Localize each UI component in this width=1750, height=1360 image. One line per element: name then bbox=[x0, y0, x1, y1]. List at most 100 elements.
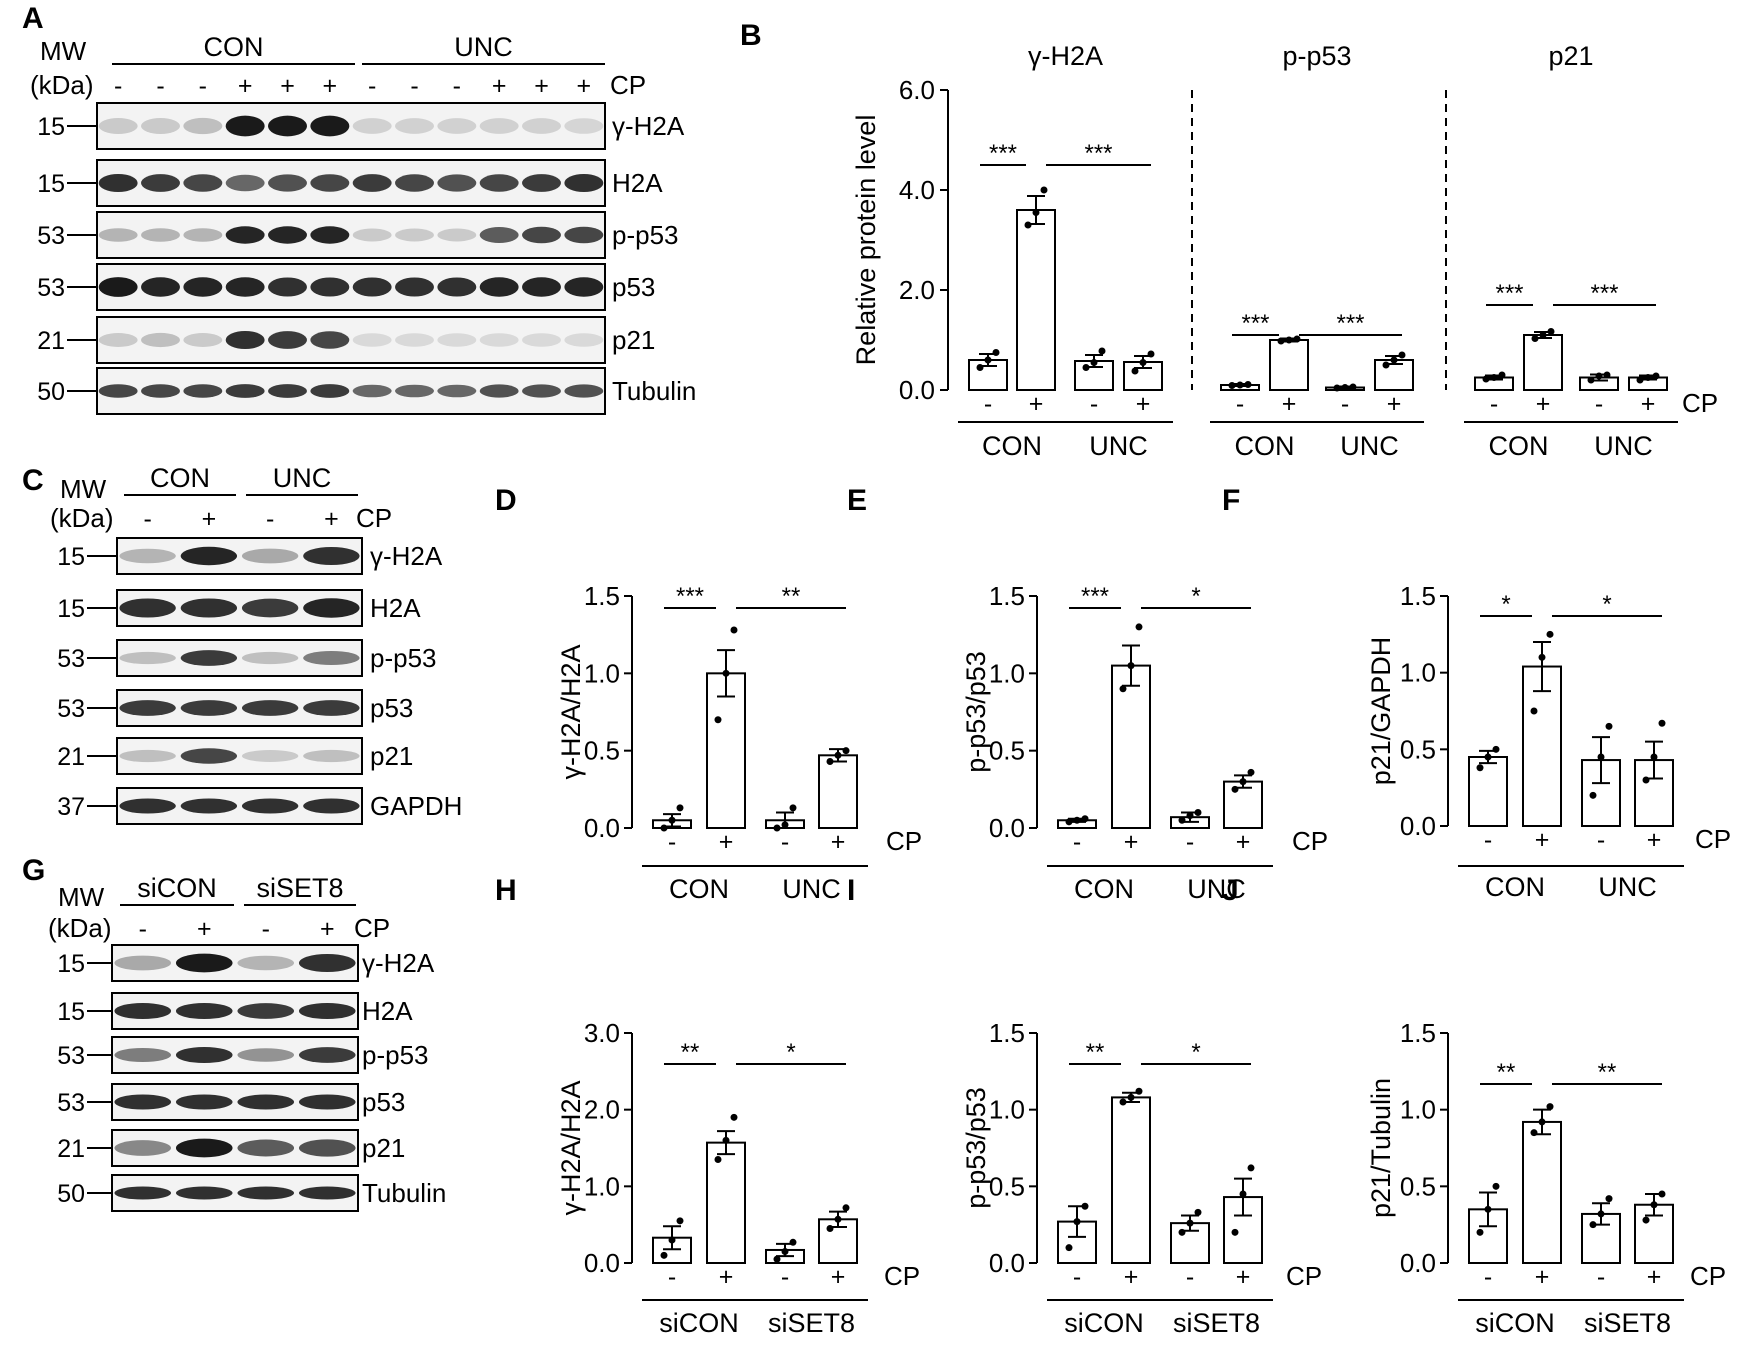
band bbox=[268, 331, 307, 349]
band bbox=[303, 798, 360, 814]
cp-sign: - bbox=[1186, 1263, 1194, 1291]
data-point bbox=[1484, 753, 1492, 761]
data-point bbox=[1390, 356, 1398, 364]
protein-label: Tubulin bbox=[362, 1178, 446, 1208]
band bbox=[437, 277, 477, 297]
significance-label: ** bbox=[1598, 1059, 1617, 1086]
cp-sign: - bbox=[139, 915, 147, 943]
band bbox=[268, 384, 307, 398]
cp-sign: + bbox=[1236, 828, 1251, 856]
group-label: CON bbox=[982, 431, 1042, 461]
cp-sign: - bbox=[156, 72, 164, 100]
band bbox=[183, 333, 223, 347]
subplot: γ-H2A *** *** - + - + CON UNC bbox=[958, 41, 1173, 461]
band bbox=[225, 330, 265, 350]
cp-sign: + bbox=[492, 72, 507, 100]
band bbox=[241, 750, 299, 762]
bar bbox=[706, 1141, 746, 1264]
band bbox=[522, 384, 561, 398]
band bbox=[564, 384, 604, 398]
cp-sign: + bbox=[1535, 1263, 1550, 1291]
data-point bbox=[1498, 371, 1506, 379]
data-point bbox=[1538, 1118, 1546, 1126]
significance-label: *** bbox=[989, 140, 1017, 167]
band bbox=[310, 277, 350, 297]
y-tick-label: 2.0 bbox=[584, 1095, 620, 1125]
cp-sign: - bbox=[1595, 390, 1603, 418]
bar bbox=[1111, 1096, 1151, 1265]
band bbox=[479, 277, 519, 297]
data-point bbox=[1081, 815, 1089, 823]
blot-box bbox=[96, 102, 606, 150]
protein-label: p-p53 bbox=[362, 1040, 429, 1070]
panel-label-D: D bbox=[495, 484, 517, 517]
cp-sign: + bbox=[1647, 1263, 1662, 1291]
bar bbox=[818, 754, 858, 829]
data-point bbox=[1531, 335, 1539, 342]
band bbox=[119, 798, 176, 814]
data-point bbox=[1476, 764, 1484, 772]
protein-label: γ-H2A bbox=[612, 111, 685, 141]
cp-label: CP bbox=[356, 503, 392, 533]
cp-sign: + bbox=[1536, 390, 1551, 418]
protein-label: p-p53 bbox=[370, 643, 437, 673]
data-point bbox=[1658, 1190, 1666, 1198]
data-point bbox=[773, 1255, 781, 1263]
blot-box bbox=[96, 159, 606, 207]
y-tick-label: 0.0 bbox=[584, 813, 620, 843]
group-label: siCON bbox=[1475, 1308, 1555, 1338]
protein-label: γ-H2A bbox=[362, 948, 435, 978]
cp-sign: - bbox=[1490, 390, 1498, 418]
band bbox=[479, 384, 519, 398]
data-point bbox=[1127, 662, 1135, 670]
cp-sign: - bbox=[1484, 826, 1492, 854]
data-point bbox=[1135, 623, 1143, 631]
band bbox=[183, 228, 223, 242]
y-axis-label: p21/Tubulin bbox=[1366, 1078, 1396, 1218]
y-axis-label: γ-H2A/H2A bbox=[556, 1080, 586, 1215]
mw-value: 53 bbox=[57, 645, 85, 673]
data-point bbox=[1587, 376, 1595, 384]
band bbox=[180, 700, 238, 716]
band bbox=[352, 333, 392, 347]
cp-sign: - bbox=[668, 1263, 676, 1291]
data-point bbox=[1652, 372, 1660, 380]
data-point bbox=[660, 1251, 668, 1259]
data-point bbox=[1247, 768, 1255, 776]
cp-label: CP bbox=[884, 1261, 920, 1291]
mw-value: 53 bbox=[37, 222, 65, 250]
blot-box bbox=[111, 1174, 359, 1212]
band bbox=[395, 174, 434, 192]
group-label: UNC bbox=[273, 463, 332, 493]
subplot-title: γ-H2A bbox=[1028, 41, 1103, 71]
data-point bbox=[1073, 1218, 1081, 1226]
y-axis-label: p-p53/p53 bbox=[961, 1087, 991, 1209]
significance-label: *** bbox=[1081, 583, 1109, 610]
data-point bbox=[1082, 364, 1090, 371]
band bbox=[479, 118, 519, 134]
subplot-title: p-p53 bbox=[1282, 41, 1351, 71]
data-point bbox=[1194, 809, 1202, 817]
band bbox=[479, 227, 519, 243]
cp-sign: + bbox=[1387, 390, 1402, 418]
band bbox=[298, 1186, 356, 1200]
protein-label: H2A bbox=[612, 168, 663, 198]
group-label: UNC bbox=[1598, 872, 1657, 902]
y-tick-label: 0.0 bbox=[584, 1248, 620, 1278]
band bbox=[310, 174, 350, 192]
data-point bbox=[834, 1215, 842, 1223]
cp-sign: - bbox=[199, 72, 207, 100]
data-point bbox=[1484, 1205, 1492, 1213]
cp-sign: + bbox=[320, 915, 335, 943]
data-point bbox=[1644, 374, 1652, 381]
band bbox=[183, 384, 223, 398]
band bbox=[303, 598, 360, 618]
cp-sign: - bbox=[668, 828, 676, 856]
data-point bbox=[1178, 1228, 1186, 1236]
data-point bbox=[1139, 359, 1147, 366]
data-point bbox=[722, 1136, 730, 1144]
chart-panel-H: 0.01.02.03.0** *- + - +siCON siSET8γ-H2A/H2AC… bbox=[556, 1018, 920, 1338]
band bbox=[395, 228, 434, 242]
data-point bbox=[1546, 1103, 1554, 1111]
